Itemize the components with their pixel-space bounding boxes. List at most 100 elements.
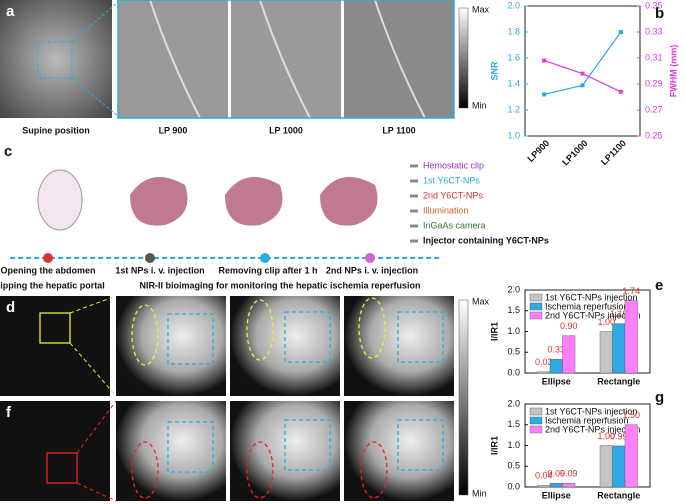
bar <box>549 483 563 488</box>
legend-swatch <box>529 293 543 302</box>
colorbar-min: Min <box>472 100 487 110</box>
y-tick-label: 1.2 <box>507 104 520 114</box>
x-tick-label: LP1000 <box>560 138 589 167</box>
scheme <box>10 164 440 263</box>
marker <box>580 83 585 88</box>
marker <box>618 30 623 34</box>
y-tick-label: 0.25 <box>645 130 663 140</box>
y-tick-label: 0.5 <box>507 461 520 471</box>
value-label: 1.19 <box>610 309 628 319</box>
bar <box>537 485 551 488</box>
y-tick-label: 1.6 <box>507 52 520 62</box>
legend-swatch <box>529 311 543 320</box>
y-tick-label: 0.33 <box>645 26 663 36</box>
value-label: 0.09 <box>560 469 578 479</box>
legend-text: 2nd Y6CT-NPs <box>423 190 483 200</box>
value-label: 1.00 <box>597 317 615 327</box>
note: Clipping the hepatic portal <box>0 280 105 290</box>
value-label: 0.04 <box>535 471 553 481</box>
y-tick-label: 2.0 <box>507 0 520 10</box>
y-tick-label: 1.5 <box>507 305 520 315</box>
legend-text: 2nd Y6CT-NPs injection <box>545 310 640 320</box>
y-tick-label: 0.31 <box>645 52 663 62</box>
legend-text: 1st Y6CT-NPs injection <box>545 406 637 416</box>
x-tick-label: Ellipse <box>542 490 571 500</box>
legend-text: Illumination <box>423 205 469 215</box>
marker <box>618 89 623 94</box>
x-tick-label: LP1100 <box>599 138 628 167</box>
colorbar-max: Max <box>472 296 490 306</box>
step: Opening the abdomen <box>0 265 95 275</box>
caption: LP 1000 <box>269 125 303 135</box>
value-label: 0.33 <box>547 345 565 355</box>
legend-text: 1st Y6CT-NPs injection <box>545 292 637 302</box>
bar <box>537 371 551 374</box>
step: 2nd NPs i. v. injection <box>326 265 418 275</box>
bar <box>599 445 613 488</box>
legend-swatch <box>529 407 543 416</box>
panel-label: c <box>4 143 12 160</box>
bar <box>624 300 638 374</box>
x-tick-label: LP900 <box>525 138 551 164</box>
plot-frame <box>524 5 641 137</box>
y-tick-label: 2.0 <box>507 398 520 408</box>
value-label: 1.50 <box>622 410 640 420</box>
y-tick-label: 1.0 <box>507 326 520 336</box>
bar <box>599 331 613 374</box>
step: 1st NPs i. v. injection <box>115 265 204 275</box>
y-tick-label: 0.27 <box>645 104 663 114</box>
legend-swatch <box>529 302 543 311</box>
legend-text: Injector containing Y6CT-NPs <box>423 235 549 245</box>
y-tick-label: 0.35 <box>645 0 663 10</box>
panel-label: e <box>655 277 663 294</box>
bar <box>624 424 638 488</box>
legend-text: Ischemia reperfusion <box>545 415 629 425</box>
bar <box>612 323 626 374</box>
value-label: 0.09 <box>547 469 565 479</box>
y-axis-label: SNR <box>489 61 499 81</box>
colorbar-min: Min <box>472 488 487 498</box>
legend-swatch <box>529 425 543 434</box>
y-tick-label: 2.0 <box>507 284 520 294</box>
value-label: 0.03 <box>535 357 553 367</box>
y-tick-label: 0.29 <box>645 78 663 88</box>
panel-label: a <box>6 3 15 20</box>
bar <box>562 335 576 374</box>
panel-label: b <box>655 5 664 22</box>
y-tick-label: 1.4 <box>507 78 520 88</box>
value-label: 0.90 <box>560 321 578 331</box>
value-label: 0.99 <box>610 431 628 441</box>
legend-text: Hemostatic clip <box>423 160 484 170</box>
panel-label: d <box>6 299 15 316</box>
panel-label: g <box>655 389 664 406</box>
panel-a-images <box>0 0 469 119</box>
value-label: 1.74 <box>622 286 640 296</box>
y-tick-label: 0.0 <box>507 367 520 377</box>
legend-text: Ischemia reperfusion <box>545 301 629 311</box>
y-tick-label: 0.5 <box>507 347 520 357</box>
y-axis-label: I/IR1 <box>489 322 499 341</box>
y-tick-label: 1.5 <box>507 419 520 429</box>
y-tick-label: 1.8 <box>507 26 520 36</box>
marker <box>542 92 547 97</box>
x-tick-label: Rectangle <box>597 490 640 500</box>
legend-swatch <box>529 416 543 425</box>
bar <box>549 359 563 374</box>
bar <box>562 483 576 488</box>
caption: Supine position <box>22 125 90 135</box>
panel-label: f <box>6 404 12 421</box>
legend-text: 1st Y6CT-NPs <box>423 175 480 185</box>
legend-text: InGaAs camera <box>423 220 486 230</box>
y2-axis-label: FWHM (mm) <box>668 45 678 98</box>
x-tick-label: Ellipse <box>542 376 571 386</box>
colorbar-max: Max <box>472 4 490 14</box>
y-axis-label: I/IR1 <box>489 436 499 455</box>
x-tick-label: Rectangle <box>597 376 640 386</box>
caption: LP 1100 <box>382 125 415 135</box>
y-tick-label: 1.0 <box>507 130 520 140</box>
note: NIR-II bioimaging for monitoring the hep… <box>139 280 420 290</box>
marker <box>542 58 547 63</box>
y-tick-label: 0.0 <box>507 481 520 491</box>
bar <box>612 445 626 488</box>
